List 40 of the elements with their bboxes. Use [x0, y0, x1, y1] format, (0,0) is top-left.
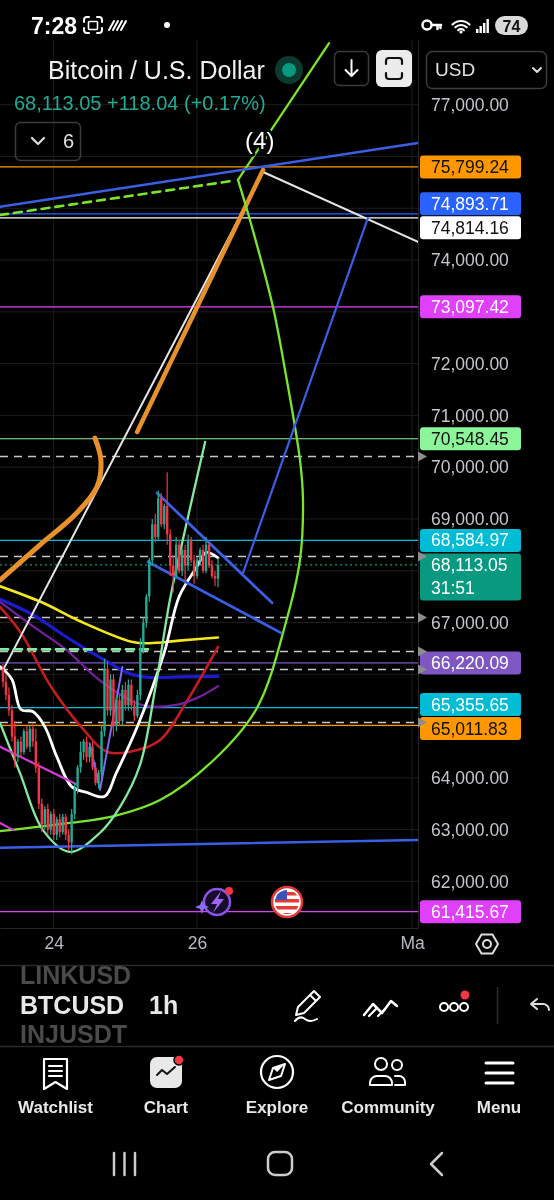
annotation: 6 [62, 130, 75, 152]
text: Menu [476, 1098, 522, 1117]
text: 1h [149, 991, 179, 1019]
text: Bitcoin / U.S. Dollar [48, 56, 265, 84]
y-tick-label: 70,000.00 [431, 457, 510, 478]
ref-line-label: 68,113.05 [431, 554, 508, 575]
x-tick-label: 26 [187, 933, 208, 954]
text: 68,113.05 +118.04 (+0.17%) [14, 92, 266, 114]
ref-line-label: 66,220.09 [431, 652, 509, 673]
text: USD [435, 59, 476, 80]
text: Explore [245, 1098, 309, 1117]
y-tick-label: 62,000.00 [431, 871, 510, 892]
ref-line-label: 73,097.42 [431, 296, 509, 317]
ref-line-label: 61,415.67 [431, 901, 509, 922]
ref-line-label: 70,548.45 [431, 428, 509, 449]
text: Community [341, 1098, 436, 1117]
ref-line-label: 74,814.16 [431, 217, 509, 238]
y-tick-label: 72,000.00 [431, 353, 510, 374]
y-tick-label: 69,000.00 [431, 509, 510, 530]
text: Chart [143, 1098, 189, 1117]
y-tick-label: 77,000.00 [431, 94, 510, 115]
ref-line-label: 74,893.71 [431, 193, 509, 214]
ref-line-label: 68,584.97 [431, 530, 509, 551]
y-tick-label: 64,000.00 [431, 767, 510, 788]
text: Watchlist [18, 1098, 94, 1117]
ref-line-label: 75,799.24 [431, 156, 510, 177]
y-tick-label: 74,000.00 [431, 250, 510, 271]
text: INJUSDT [20, 1020, 127, 1048]
y-tick-label: 67,000.00 [431, 612, 510, 633]
x-tick-label: 24 [44, 933, 65, 954]
x-tick-label: Ma [400, 933, 425, 954]
text: 7:28 [31, 13, 78, 39]
text: BTCUSD [20, 991, 125, 1019]
text: 31:51 [431, 578, 475, 599]
text: 74 [502, 18, 521, 35]
ref-line-label: 65,355.65 [431, 694, 509, 715]
text: LINKUSD [20, 961, 132, 989]
y-tick-label: 63,000.00 [431, 819, 510, 840]
y-tick-label: 71,000.00 [431, 405, 510, 426]
ref-line-label: 65,011.83 [431, 718, 508, 739]
